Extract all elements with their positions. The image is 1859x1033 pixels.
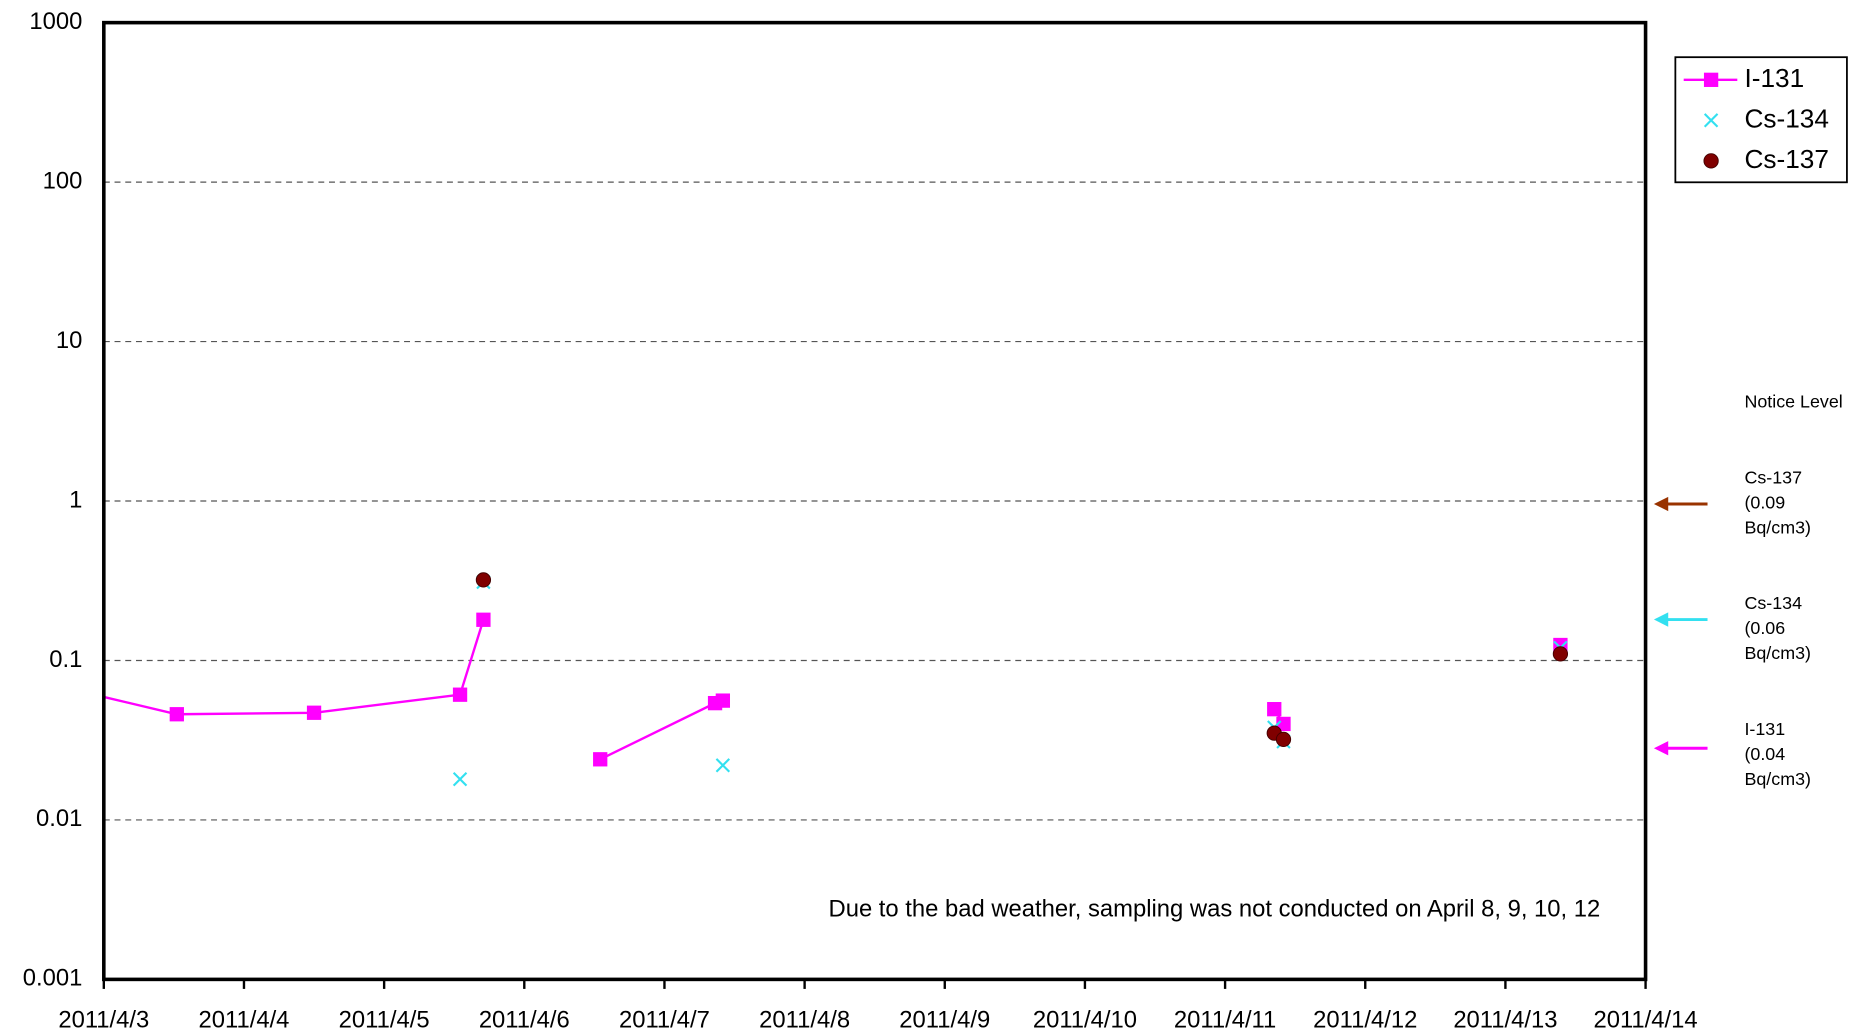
y-tick-label: 10 [56,327,83,354]
notice-value: (0.04 [1744,744,1785,764]
x-tick-label: 2011/4/7 [619,1006,710,1033]
x-tick-label: 2011/4/9 [899,1006,990,1033]
marker [1267,702,1282,717]
marker [1552,646,1569,662]
x-tick-label: 2011/4/5 [339,1006,430,1033]
axes: 1000 100 10 1 0.1 0.01 0.001 2011/4/3 2011/4/4 20… [23,8,1698,1033]
legend-marker [1703,72,1719,87]
legend-label: Cs-137 [1744,144,1828,174]
marker [715,693,731,708]
y-tick-label: 1 [69,486,82,513]
y-tick-label: 0.001 [23,965,83,992]
marker [476,612,491,627]
marker [169,707,184,722]
x-tick-label: 2011/4/4 [199,1006,290,1033]
legend: I-131 Cs-134 Cs-137 [1683,63,1829,174]
marker [452,772,468,787]
y-tick-label: 100 [43,167,83,194]
x-tick-label: 2011/4/6 [479,1006,570,1033]
notice-value: Bq/cm3) [1744,518,1811,538]
legend-label: Cs-134 [1744,103,1828,133]
marker [475,572,492,588]
legend-label: I-131 [1744,63,1804,93]
notice-arrowhead [1653,496,1669,512]
notice-value: (0.06 [1744,618,1785,638]
legend-marker [1703,113,1719,128]
notice-value: Bq/cm3) [1744,643,1811,663]
notice-value: (0.09 [1744,493,1785,513]
marker [452,687,468,702]
x-tick-label: 2011/4/14 [1593,1006,1697,1033]
x-tick-label: 2011/4/11 [1174,1006,1276,1033]
notice-arrowhead [1653,741,1669,756]
marker [715,758,731,773]
x-tick-label: 2011/4/10 [1033,1006,1137,1033]
notice-value: Bq/cm3) [1744,769,1811,789]
notice-name: Cs-137 [1744,468,1802,488]
y-tick-label: 0.1 [49,646,82,673]
notice-name: I-131 [1744,719,1785,739]
legend-marker [1703,153,1719,169]
notice-name: Cs-134 [1744,593,1802,613]
x-tick-label: 2011/4/8 [759,1006,850,1033]
y-tick-label: 1000 [29,8,82,35]
marker [1275,731,1292,748]
notice-level: Notice Level Cs-137 (0.09 Bq/cm3) Cs-134 (0.0… [1653,391,1843,789]
annotation: Due to the bad weather, sampling was not… [829,896,1601,923]
x-tick-label: 2011/4/3 [58,1006,149,1033]
x-tick-label: 2011/4/12 [1313,1006,1417,1033]
notice-arrowhead [1653,612,1669,627]
notice-title: Notice Level [1744,391,1842,411]
y-tick-label: 0.01 [36,805,82,832]
x-tick-label: 2011/4/13 [1453,1006,1557,1033]
marker [593,752,608,767]
marker [306,705,322,720]
plot-area [27,572,1569,787]
plot-frame [102,20,1648,982]
